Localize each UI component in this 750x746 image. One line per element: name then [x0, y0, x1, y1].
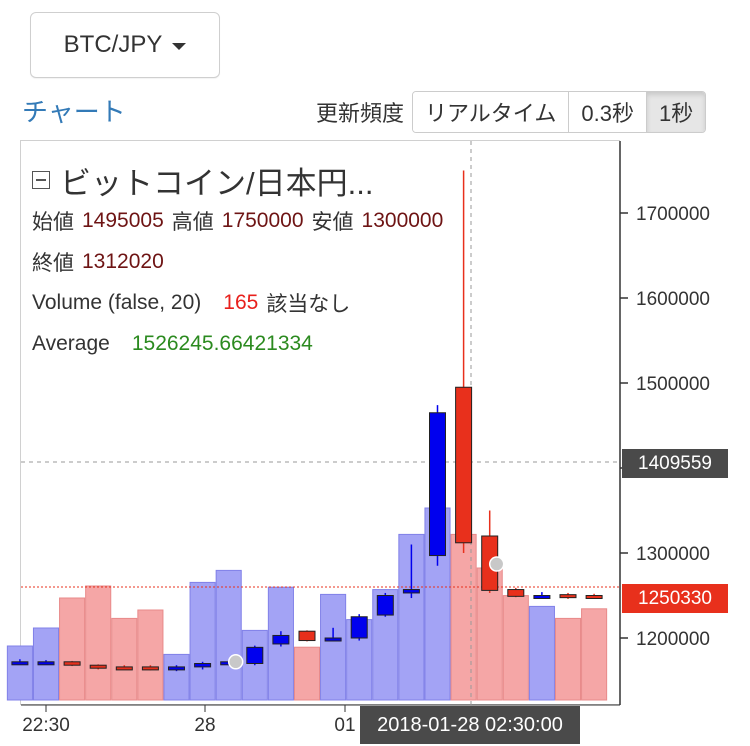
close-label: 終値	[32, 251, 74, 275]
candle-body	[115, 666, 133, 671]
chart-legend: ビットコイン/日本円... 始値 1495005 高値 1750000 安値 1…	[32, 160, 443, 364]
candle-body	[455, 386, 473, 544]
volume-value: 165	[223, 290, 259, 314]
candle-body	[402, 589, 420, 594]
collapse-icon[interactable]	[32, 171, 50, 189]
candle-body	[559, 594, 577, 599]
candle-body	[89, 664, 107, 669]
volume-bar	[528, 605, 555, 701]
candle-body	[168, 666, 185, 671]
volume-bar	[320, 593, 347, 701]
volume-bar	[450, 533, 477, 701]
volume-bar	[241, 629, 268, 701]
x-tick-label: 22:30	[22, 715, 70, 736]
open-label: 始値	[32, 210, 74, 234]
candle-body	[350, 616, 368, 639]
candle-body	[585, 595, 603, 599]
volume-bar	[581, 608, 608, 701]
volume-bar	[554, 617, 582, 701]
close-value: 1312020	[82, 249, 164, 273]
high-value: 1750000	[221, 208, 304, 232]
legend-close-row: 終値 1312020	[32, 241, 443, 282]
candle-body	[324, 637, 342, 642]
low-label: 安値	[311, 210, 354, 234]
candle-body	[533, 595, 551, 599]
candle-body	[63, 661, 81, 666]
freq-option-realtime[interactable]: リアルタイム	[413, 92, 569, 132]
candle-body	[194, 663, 212, 668]
pair-selector-button[interactable]: BTC/JPY	[30, 12, 220, 78]
candle-body	[246, 646, 264, 664]
candle-body	[272, 634, 290, 645]
y-tick-label: 1200000	[636, 629, 710, 650]
freq-option-0-3s[interactable]: 0.3秒	[568, 92, 646, 132]
y-tick-label: 1600000	[636, 289, 710, 310]
volume-bar	[215, 569, 242, 701]
y-tick-label: 1300000	[636, 544, 710, 565]
volume-bar	[293, 646, 321, 701]
freq-option-1s[interactable]: 1秒	[645, 92, 706, 132]
x-tick-label: 28	[194, 715, 215, 736]
volume-bar	[59, 597, 86, 701]
legend-average-row: Average 1526245.66421334	[32, 323, 443, 364]
candle-body	[298, 630, 316, 642]
low-value: 1300000	[361, 208, 444, 232]
chart-link[interactable]: チャート	[22, 97, 126, 127]
volume-bar	[502, 595, 529, 701]
average-label: Average	[32, 331, 110, 355]
candle-body	[507, 589, 525, 597]
volume-note: 該当なし	[266, 292, 351, 316]
average-marker	[488, 556, 505, 572]
volume-label: Volume (false, 20)	[32, 290, 202, 314]
update-frequency-options: リアルタイム 0.3秒 1秒	[412, 91, 707, 133]
volume-bar	[85, 585, 112, 701]
crosshair-time-label: 2018-01-28 02:30:00	[360, 706, 580, 744]
pair-selector-label: BTC/JPY	[63, 31, 163, 58]
y-tick-label: 1700000	[636, 204, 710, 225]
legend-title: ビットコイン/日本円...	[60, 165, 374, 201]
average-value: 1526245.66421334	[131, 331, 313, 355]
legend-ohl-row: 始値 1495005 高値 1750000 安値 1300000	[32, 200, 443, 241]
candle-body	[429, 412, 446, 557]
volume-bar	[137, 609, 164, 701]
caret-down-icon	[172, 42, 187, 50]
candle-body	[11, 661, 29, 666]
high-label: 高値	[171, 210, 214, 234]
legend-volume-row: Volume (false, 20) 165 該当なし	[32, 282, 443, 323]
volume-bar	[189, 581, 216, 701]
volume-bar	[111, 617, 138, 701]
y-tick-label: 1500000	[636, 374, 710, 395]
volume-bar	[6, 645, 33, 701]
candle-body	[376, 595, 394, 616]
candle-body	[141, 666, 159, 671]
crosshair-price-label: 1409559	[622, 449, 728, 478]
open-value: 1495005	[82, 208, 164, 232]
candle-body	[37, 661, 55, 666]
update-frequency-group: 更新頻度 リアルタイム 0.3秒 1秒	[316, 91, 707, 133]
update-frequency-label: 更新頻度	[316, 101, 405, 126]
volume-bar	[163, 653, 190, 701]
last-price-label: 1250330	[622, 584, 728, 613]
average-marker	[227, 654, 244, 670]
x-tick-label: 01	[334, 715, 355, 736]
